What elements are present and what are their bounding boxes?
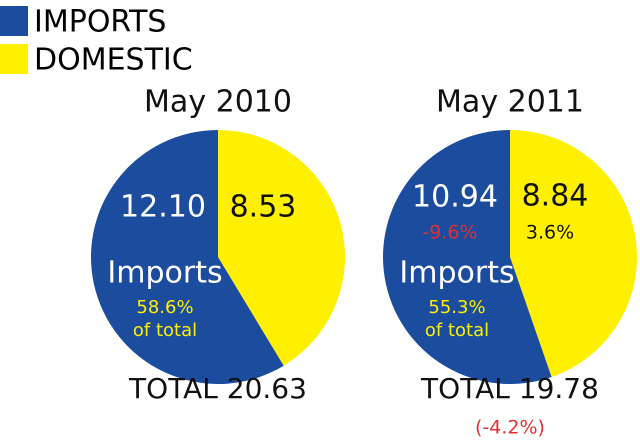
share-note: of total	[425, 320, 489, 341]
value-label: 8.84	[522, 179, 589, 214]
pie-title: May 2010	[144, 85, 292, 120]
pie-title: May 2011	[436, 85, 584, 120]
total-change: (-4.2%)	[475, 417, 545, 439]
total-label: TOTAL 20.63	[128, 372, 307, 405]
share-label: 55.3%	[428, 297, 485, 318]
share-note: of total	[133, 320, 197, 341]
value-label: 10.94	[412, 180, 498, 215]
slice-label: Imports	[399, 256, 514, 291]
pie-slice	[383, 130, 552, 384]
change-label: -9.6%	[422, 222, 477, 244]
pie-slice	[218, 130, 346, 366]
change-label: 3.6%	[526, 222, 574, 244]
share-label: 58.6%	[136, 297, 193, 318]
legend-label: IMPORTS	[34, 5, 166, 40]
pie-slice	[510, 130, 637, 378]
value-label: 8.53	[230, 190, 297, 225]
slice-label: Imports	[107, 256, 222, 291]
legend-swatch	[0, 6, 28, 36]
total-label: TOTAL 19.78	[420, 372, 599, 405]
pie-slice	[91, 130, 284, 384]
value-label: 12.10	[120, 190, 206, 225]
legend-swatch	[0, 44, 28, 74]
legend-label: DOMESTIC	[34, 43, 193, 78]
